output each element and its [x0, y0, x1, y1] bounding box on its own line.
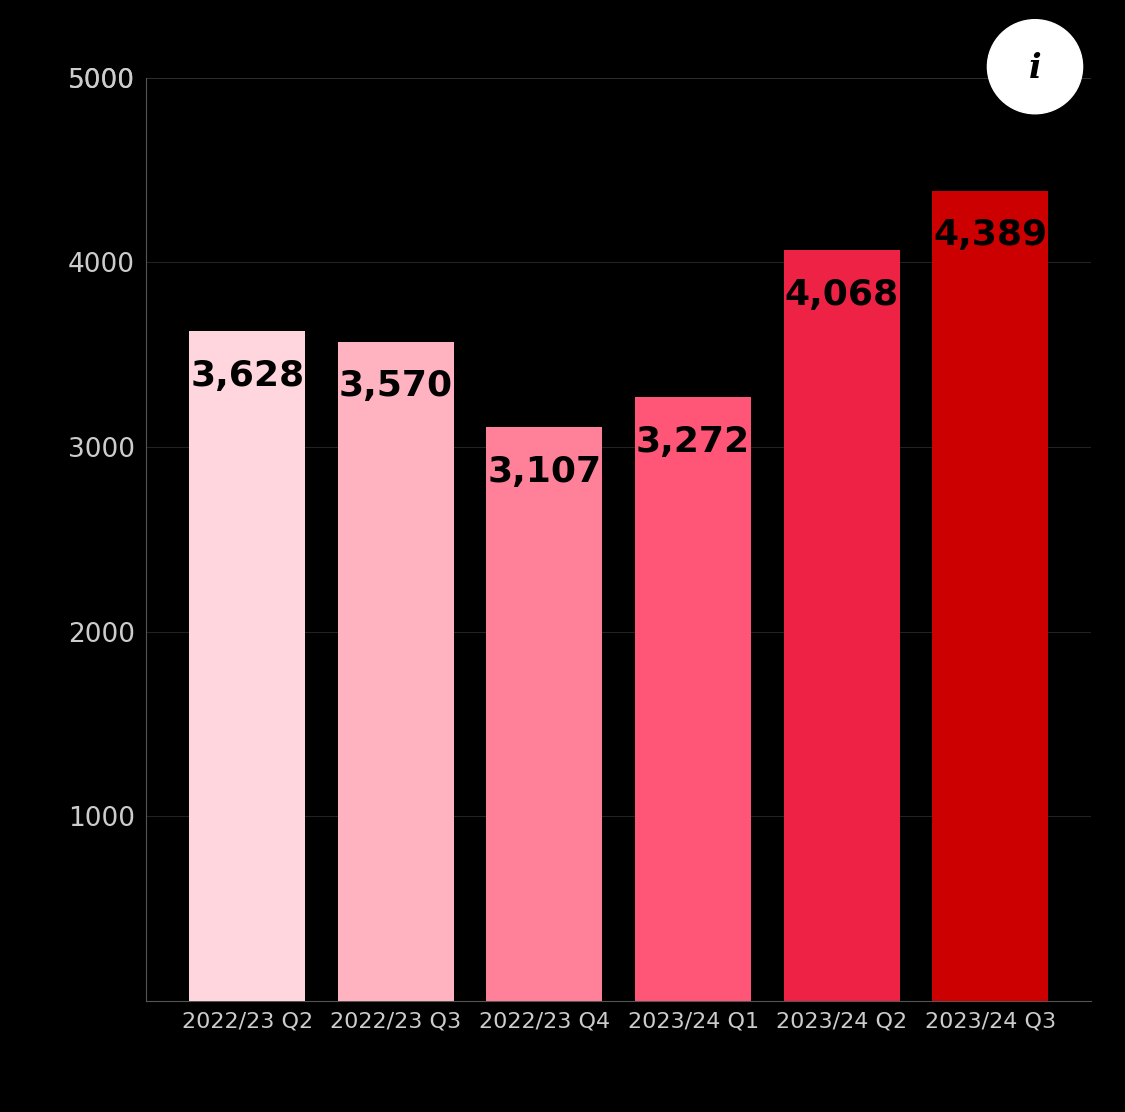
Bar: [933, 190, 1048, 1001]
Text: 3,570: 3,570: [339, 369, 453, 404]
Bar: [189, 331, 305, 1001]
Bar: [338, 341, 453, 1001]
Bar: [636, 397, 752, 1001]
Text: 3,272: 3,272: [636, 425, 750, 458]
Bar: [486, 427, 602, 1001]
Bar: [784, 250, 900, 1001]
Text: 3,107: 3,107: [487, 455, 602, 489]
Text: 3,628: 3,628: [190, 359, 304, 393]
Text: 4,068: 4,068: [784, 278, 899, 311]
Circle shape: [988, 20, 1082, 113]
Text: i: i: [1028, 52, 1042, 86]
Text: 4,389: 4,389: [934, 218, 1047, 252]
